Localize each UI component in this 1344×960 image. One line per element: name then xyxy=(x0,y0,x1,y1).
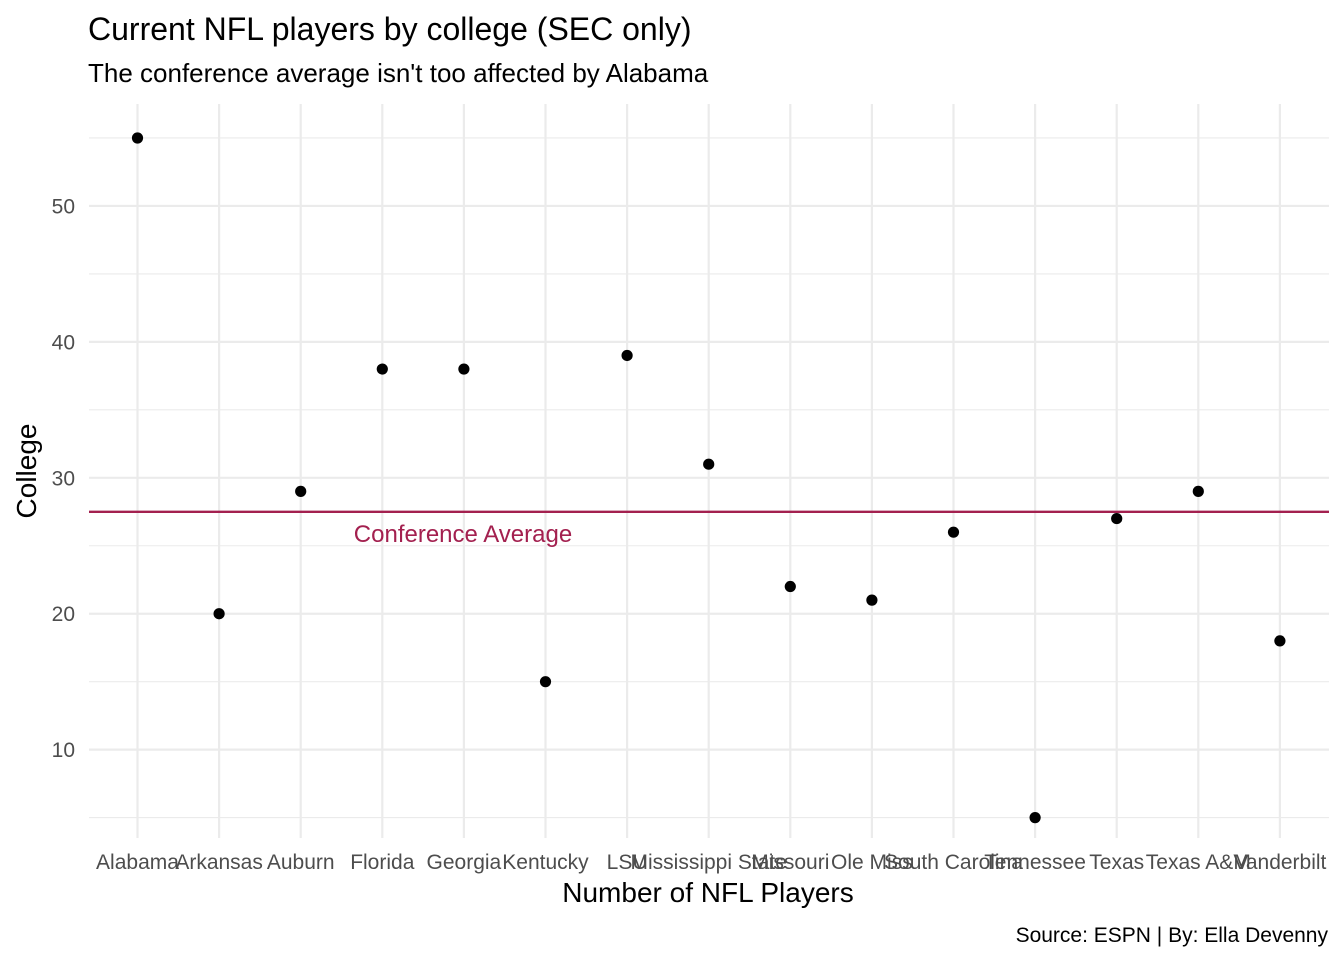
conference-average-label: Conference Average xyxy=(354,521,572,548)
x-tick-label: LSU xyxy=(607,851,648,874)
data-point xyxy=(458,363,470,375)
reference-line-group: Conference Average xyxy=(89,510,1329,548)
data-point xyxy=(621,349,633,362)
data-point xyxy=(131,132,144,144)
y-tick-label: 20 xyxy=(52,603,75,626)
data-point xyxy=(1192,485,1204,497)
y-tick-label: 10 xyxy=(52,739,75,762)
y-tick-label: 50 xyxy=(52,195,75,218)
chart-title: Current NFL players by college (SEC only… xyxy=(88,11,691,47)
data-point xyxy=(1029,812,1041,824)
chart-subtitle: The conference average isn't too affecte… xyxy=(88,58,709,88)
y-tick-label: 30 xyxy=(52,467,75,490)
data-point xyxy=(295,485,307,497)
chart-caption: Source: ESPN | By: Ella Devenny xyxy=(1016,924,1329,947)
grid xyxy=(89,104,1329,838)
y-tick-label: 40 xyxy=(52,331,75,354)
data-point xyxy=(703,458,715,470)
data-point xyxy=(1274,635,1286,647)
data-point xyxy=(784,580,796,593)
x-tick-label: Texas xyxy=(1089,851,1144,874)
x-tick-label: Vanderbilt xyxy=(1233,851,1326,874)
x-tick-label: Mississippi State xyxy=(631,851,787,874)
y-axis-ticks: 10 20 30 40 50 xyxy=(52,195,75,762)
y-axis-title: College xyxy=(11,424,42,519)
x-tick-label: Missouri xyxy=(751,851,829,874)
x-tick-label: Ole Miss xyxy=(831,851,913,874)
data-point xyxy=(1111,512,1123,525)
data-point xyxy=(376,363,388,375)
x-tick-label: Auburn xyxy=(267,851,335,874)
x-tick-label: Texas A&M xyxy=(1146,851,1251,874)
x-tick-label: Alabama xyxy=(96,851,179,874)
x-tick-label: South Carolina xyxy=(884,851,1023,874)
x-axis-title: Number of NFL Players xyxy=(562,877,854,908)
x-tick-label: Arkansas xyxy=(175,851,263,874)
data-point xyxy=(213,608,225,620)
data-point xyxy=(539,676,552,688)
x-tick-label: Florida xyxy=(350,851,415,874)
data-points xyxy=(131,132,1286,824)
data-point xyxy=(866,594,878,606)
x-tick-label: Kentucky xyxy=(502,851,589,874)
x-tick-label: Georgia xyxy=(427,851,502,874)
data-point xyxy=(947,526,960,538)
x-tick-label: Tennessee xyxy=(984,851,1086,874)
